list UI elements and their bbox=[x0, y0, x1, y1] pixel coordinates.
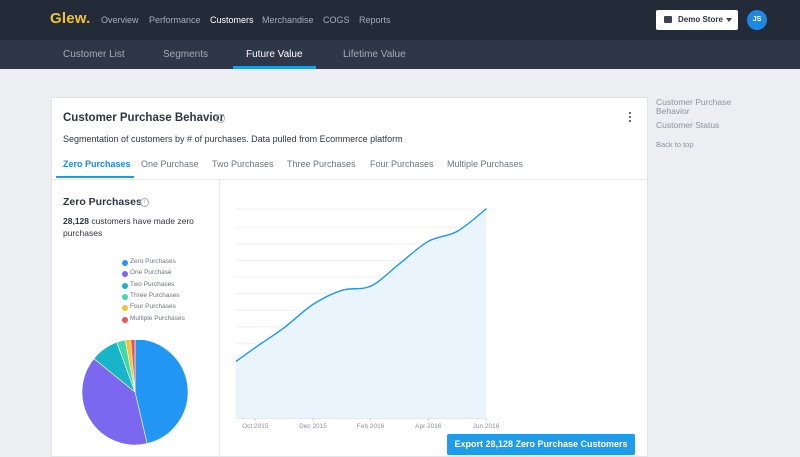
legend-swatch bbox=[122, 271, 128, 278]
data-point bbox=[312, 303, 314, 306]
nav-item-cogs[interactable]: COGS bbox=[323, 15, 350, 25]
side-link-purchase-behavior[interactable]: Customer Purchase Behavior bbox=[656, 97, 732, 116]
data-point bbox=[456, 230, 458, 233]
legend-swatch bbox=[122, 316, 128, 323]
info-icon[interactable]: i bbox=[140, 198, 149, 207]
nav-item-reports[interactable]: Reports bbox=[359, 15, 391, 25]
pie-slice bbox=[134, 340, 189, 444]
card-title: Customer Purchase Behavior bbox=[63, 112, 225, 124]
tab-one-purchase[interactable]: One Purchase bbox=[141, 159, 199, 169]
store-icon bbox=[664, 16, 672, 23]
more-options-icon[interactable] bbox=[627, 112, 633, 124]
export-button[interactable]: Export 28,128 Zero Purchase Customers bbox=[447, 434, 635, 455]
active-tab-indicator bbox=[233, 66, 316, 69]
data-point bbox=[369, 285, 372, 287]
tab-multiple-purchases[interactable]: Multiple Purchases bbox=[447, 159, 524, 169]
tab-four-purchases[interactable]: Four Purchases bbox=[370, 159, 434, 169]
legend-label: Three Purchases bbox=[130, 291, 180, 299]
data-point bbox=[485, 208, 487, 210]
top-nav: Glew. Overview Performance Customers Mer… bbox=[0, 0, 800, 40]
section-description: 28,128 customers have made zero purchase… bbox=[63, 215, 213, 239]
tab-future-value[interactable]: Future Value bbox=[246, 49, 303, 60]
legend-label: Two Purchases bbox=[130, 280, 175, 288]
legend-label: Multiple Purchases bbox=[130, 314, 185, 322]
customer-count: 28,128 bbox=[63, 216, 89, 226]
data-point bbox=[283, 326, 285, 329]
nav-item-overview[interactable]: Overview bbox=[101, 15, 139, 25]
pie-slice bbox=[130, 340, 136, 393]
back-to-top-link[interactable]: Back to top bbox=[656, 140, 694, 149]
legend-swatch bbox=[122, 305, 128, 312]
data-point bbox=[254, 346, 257, 349]
x-tick-label: Jun 2016 bbox=[473, 423, 500, 430]
data-point bbox=[398, 262, 401, 265]
info-icon[interactable]: i bbox=[216, 114, 225, 123]
x-tick-label: Dec 2015 bbox=[299, 423, 327, 430]
side-link-customer-status[interactable]: Customer Status bbox=[656, 120, 720, 130]
customer-purchase-behavior-card: Customer Purchase Behavior i Segmentatio… bbox=[51, 97, 648, 457]
divider bbox=[52, 179, 647, 180]
legend-label: Zero Purchases bbox=[130, 258, 176, 265]
area-fill bbox=[236, 209, 486, 418]
section-text: customers have made zero purchases bbox=[63, 216, 194, 238]
section-title: Zero Purchases bbox=[63, 196, 142, 208]
glew-logo[interactable]: Glew. bbox=[50, 10, 91, 27]
chevron-down-icon bbox=[726, 18, 732, 22]
tab-two-purchases[interactable]: Two Purchases bbox=[212, 159, 274, 169]
divider bbox=[219, 180, 220, 457]
x-tick-label: Oct 2015 bbox=[242, 423, 269, 430]
legend-swatch bbox=[122, 260, 128, 266]
pie-chart[interactable] bbox=[82, 340, 192, 455]
pie-slice bbox=[116, 340, 136, 393]
tab-segments[interactable]: Segments bbox=[163, 49, 209, 60]
store-label: Demo Store bbox=[678, 15, 723, 24]
tab-lifetime-value[interactable]: Lifetime Value bbox=[343, 49, 406, 60]
nav-item-customers[interactable]: Customers bbox=[210, 15, 254, 25]
nav-item-merchandise[interactable]: Merchandise bbox=[262, 15, 314, 25]
legend-swatch bbox=[122, 282, 128, 289]
area-chart[interactable]: 28,19226,00024,00022,00020,00018,00016,0… bbox=[236, 186, 641, 431]
tab-zero-purchases[interactable]: Zero Purchases bbox=[63, 159, 131, 169]
data-point bbox=[341, 289, 343, 292]
store-selector-button[interactable]: Demo Store bbox=[656, 10, 738, 30]
card-subtitle: Segmentation of customers by # of purcha… bbox=[63, 134, 403, 144]
x-tick-label: Feb 2016 bbox=[357, 423, 385, 430]
tab-customer-list[interactable]: Customer List bbox=[63, 49, 125, 60]
legend-swatch bbox=[122, 293, 128, 300]
data-point bbox=[427, 240, 430, 243]
legend-label: Four Purchases bbox=[130, 303, 176, 311]
tab-three-purchases[interactable]: Three Purchases bbox=[287, 159, 356, 169]
sub-nav: Customer List Segments Future Value Life… bbox=[0, 40, 800, 69]
user-avatar[interactable]: JS bbox=[747, 10, 767, 30]
active-tab-indicator bbox=[56, 176, 134, 178]
x-tick-label: Apr 2016 bbox=[415, 423, 442, 430]
legend-label: One Purchase bbox=[130, 269, 172, 277]
pie-slice bbox=[124, 340, 136, 393]
pie-slice bbox=[82, 358, 148, 446]
nav-item-performance[interactable]: Performance bbox=[149, 15, 201, 25]
